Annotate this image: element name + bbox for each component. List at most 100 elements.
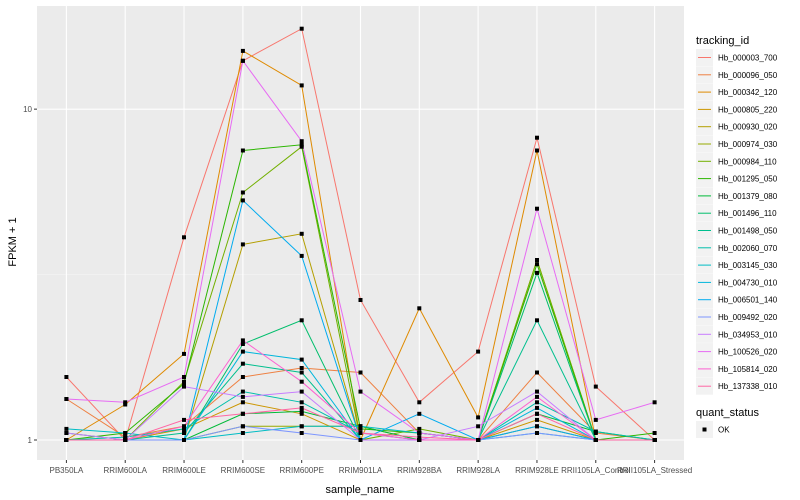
x-tick-label: RRIM928LE xyxy=(515,466,559,475)
data-point xyxy=(240,342,245,346)
data-point xyxy=(535,431,539,435)
data-point xyxy=(64,426,69,431)
x-tick-label: PB350LA xyxy=(50,466,84,475)
legend-label: Hb_100526_020 xyxy=(718,348,778,357)
legend-label: Hb_000805_220 xyxy=(718,105,778,114)
data-point xyxy=(64,397,69,401)
data-points xyxy=(64,26,657,442)
data-point xyxy=(593,417,598,422)
data-point xyxy=(299,389,304,394)
legend-label: Hb_034953_010 xyxy=(718,330,778,339)
data-point xyxy=(64,431,69,435)
data-point xyxy=(240,394,245,399)
data-point xyxy=(593,384,598,389)
data-point xyxy=(240,431,245,435)
legend-label: Hb_137338_010 xyxy=(718,382,778,391)
data-point xyxy=(535,405,539,410)
legend-title: tracking_id xyxy=(696,35,749,47)
data-point xyxy=(182,438,186,442)
legend: tracking_id Hb_000003_700Hb_000096_050Hb… xyxy=(696,35,778,395)
x-tick-label: RRIM928BA xyxy=(397,466,442,475)
data-point xyxy=(299,142,304,147)
data-point xyxy=(652,400,657,405)
data-point xyxy=(240,338,245,343)
data-point xyxy=(535,394,539,399)
legend-label: Hb_001498_050 xyxy=(718,227,778,236)
data-point xyxy=(535,206,539,211)
data-point xyxy=(123,438,128,442)
data-point xyxy=(182,381,186,386)
data-point xyxy=(240,198,245,203)
data-point xyxy=(476,438,481,442)
legend-label: Hb_009492_020 xyxy=(718,313,778,322)
data-point xyxy=(299,400,304,405)
x-tick-label: RRIM901LA xyxy=(339,466,383,475)
x-tick-label: RRIM600SE xyxy=(221,466,265,475)
data-point xyxy=(417,411,422,416)
x-axis-ticks: PB350LA RRIM600LA RRIM600LE RRIM600SE RRIM60… xyxy=(50,460,692,475)
shape-legend-label: OK xyxy=(718,426,730,435)
data-point xyxy=(240,389,245,394)
data-point xyxy=(358,426,363,431)
data-point xyxy=(240,400,245,405)
y-tick-label: 10 xyxy=(23,105,32,114)
y-axis-ticks: 1 10 xyxy=(23,105,37,445)
data-point xyxy=(299,366,304,370)
legend-label: Hb_000930_020 xyxy=(718,123,778,132)
data-point xyxy=(535,370,539,375)
data-point xyxy=(240,58,245,63)
data-point xyxy=(593,438,598,442)
data-point xyxy=(652,431,657,435)
data-point xyxy=(299,370,304,375)
legend-label: Hb_002060_070 xyxy=(718,244,778,253)
data-point xyxy=(64,438,69,442)
data-point xyxy=(123,402,128,407)
data-point xyxy=(182,235,186,240)
data-point xyxy=(182,417,186,422)
data-point xyxy=(535,135,539,140)
data-point xyxy=(299,405,304,410)
shape-legend-items: OK xyxy=(696,421,730,438)
x-tick-label: RRII105LA_Control xyxy=(561,466,631,475)
x-tick-label: RRII105LA_Stressed xyxy=(617,466,692,475)
data-point xyxy=(652,438,657,442)
data-point xyxy=(417,306,422,311)
data-point xyxy=(476,415,481,420)
data-point xyxy=(299,83,304,88)
data-point xyxy=(123,400,128,405)
data-point xyxy=(299,318,304,323)
legend-label: Hb_000974_030 xyxy=(718,140,778,149)
data-point xyxy=(358,424,363,429)
data-point xyxy=(299,357,304,362)
x-tick-label: RRIM928LA xyxy=(456,466,500,475)
data-point xyxy=(417,431,422,435)
x-tick-label: RRIM600LE xyxy=(162,466,206,475)
x-tick-label: RRIM600PE xyxy=(279,466,323,475)
data-point xyxy=(535,389,539,394)
legend-label: Hb_000984_110 xyxy=(718,157,777,166)
data-point xyxy=(299,431,304,435)
data-point xyxy=(476,349,481,354)
data-point xyxy=(476,424,481,429)
x-axis-title: sample_name xyxy=(325,484,394,496)
data-point xyxy=(417,400,422,405)
legend-label: Hb_001496_110 xyxy=(718,209,777,218)
data-point xyxy=(299,409,304,414)
legend-items: Hb_000003_700 Hb_000096_050 Hb_000342_120 H… xyxy=(696,49,778,395)
data-point xyxy=(240,242,245,247)
data-point xyxy=(240,190,245,195)
legend-label: Hb_000342_120 xyxy=(718,88,778,97)
data-point xyxy=(535,424,539,429)
data-point xyxy=(593,429,598,434)
data-point xyxy=(182,384,186,389)
data-point xyxy=(358,438,363,442)
data-point xyxy=(417,435,422,440)
data-point xyxy=(358,370,363,375)
data-point xyxy=(299,253,304,258)
data-point xyxy=(358,431,363,435)
legend-label: Hb_000003_700 xyxy=(718,54,778,63)
data-point xyxy=(240,48,245,53)
data-point xyxy=(182,426,186,431)
data-point xyxy=(240,349,245,354)
